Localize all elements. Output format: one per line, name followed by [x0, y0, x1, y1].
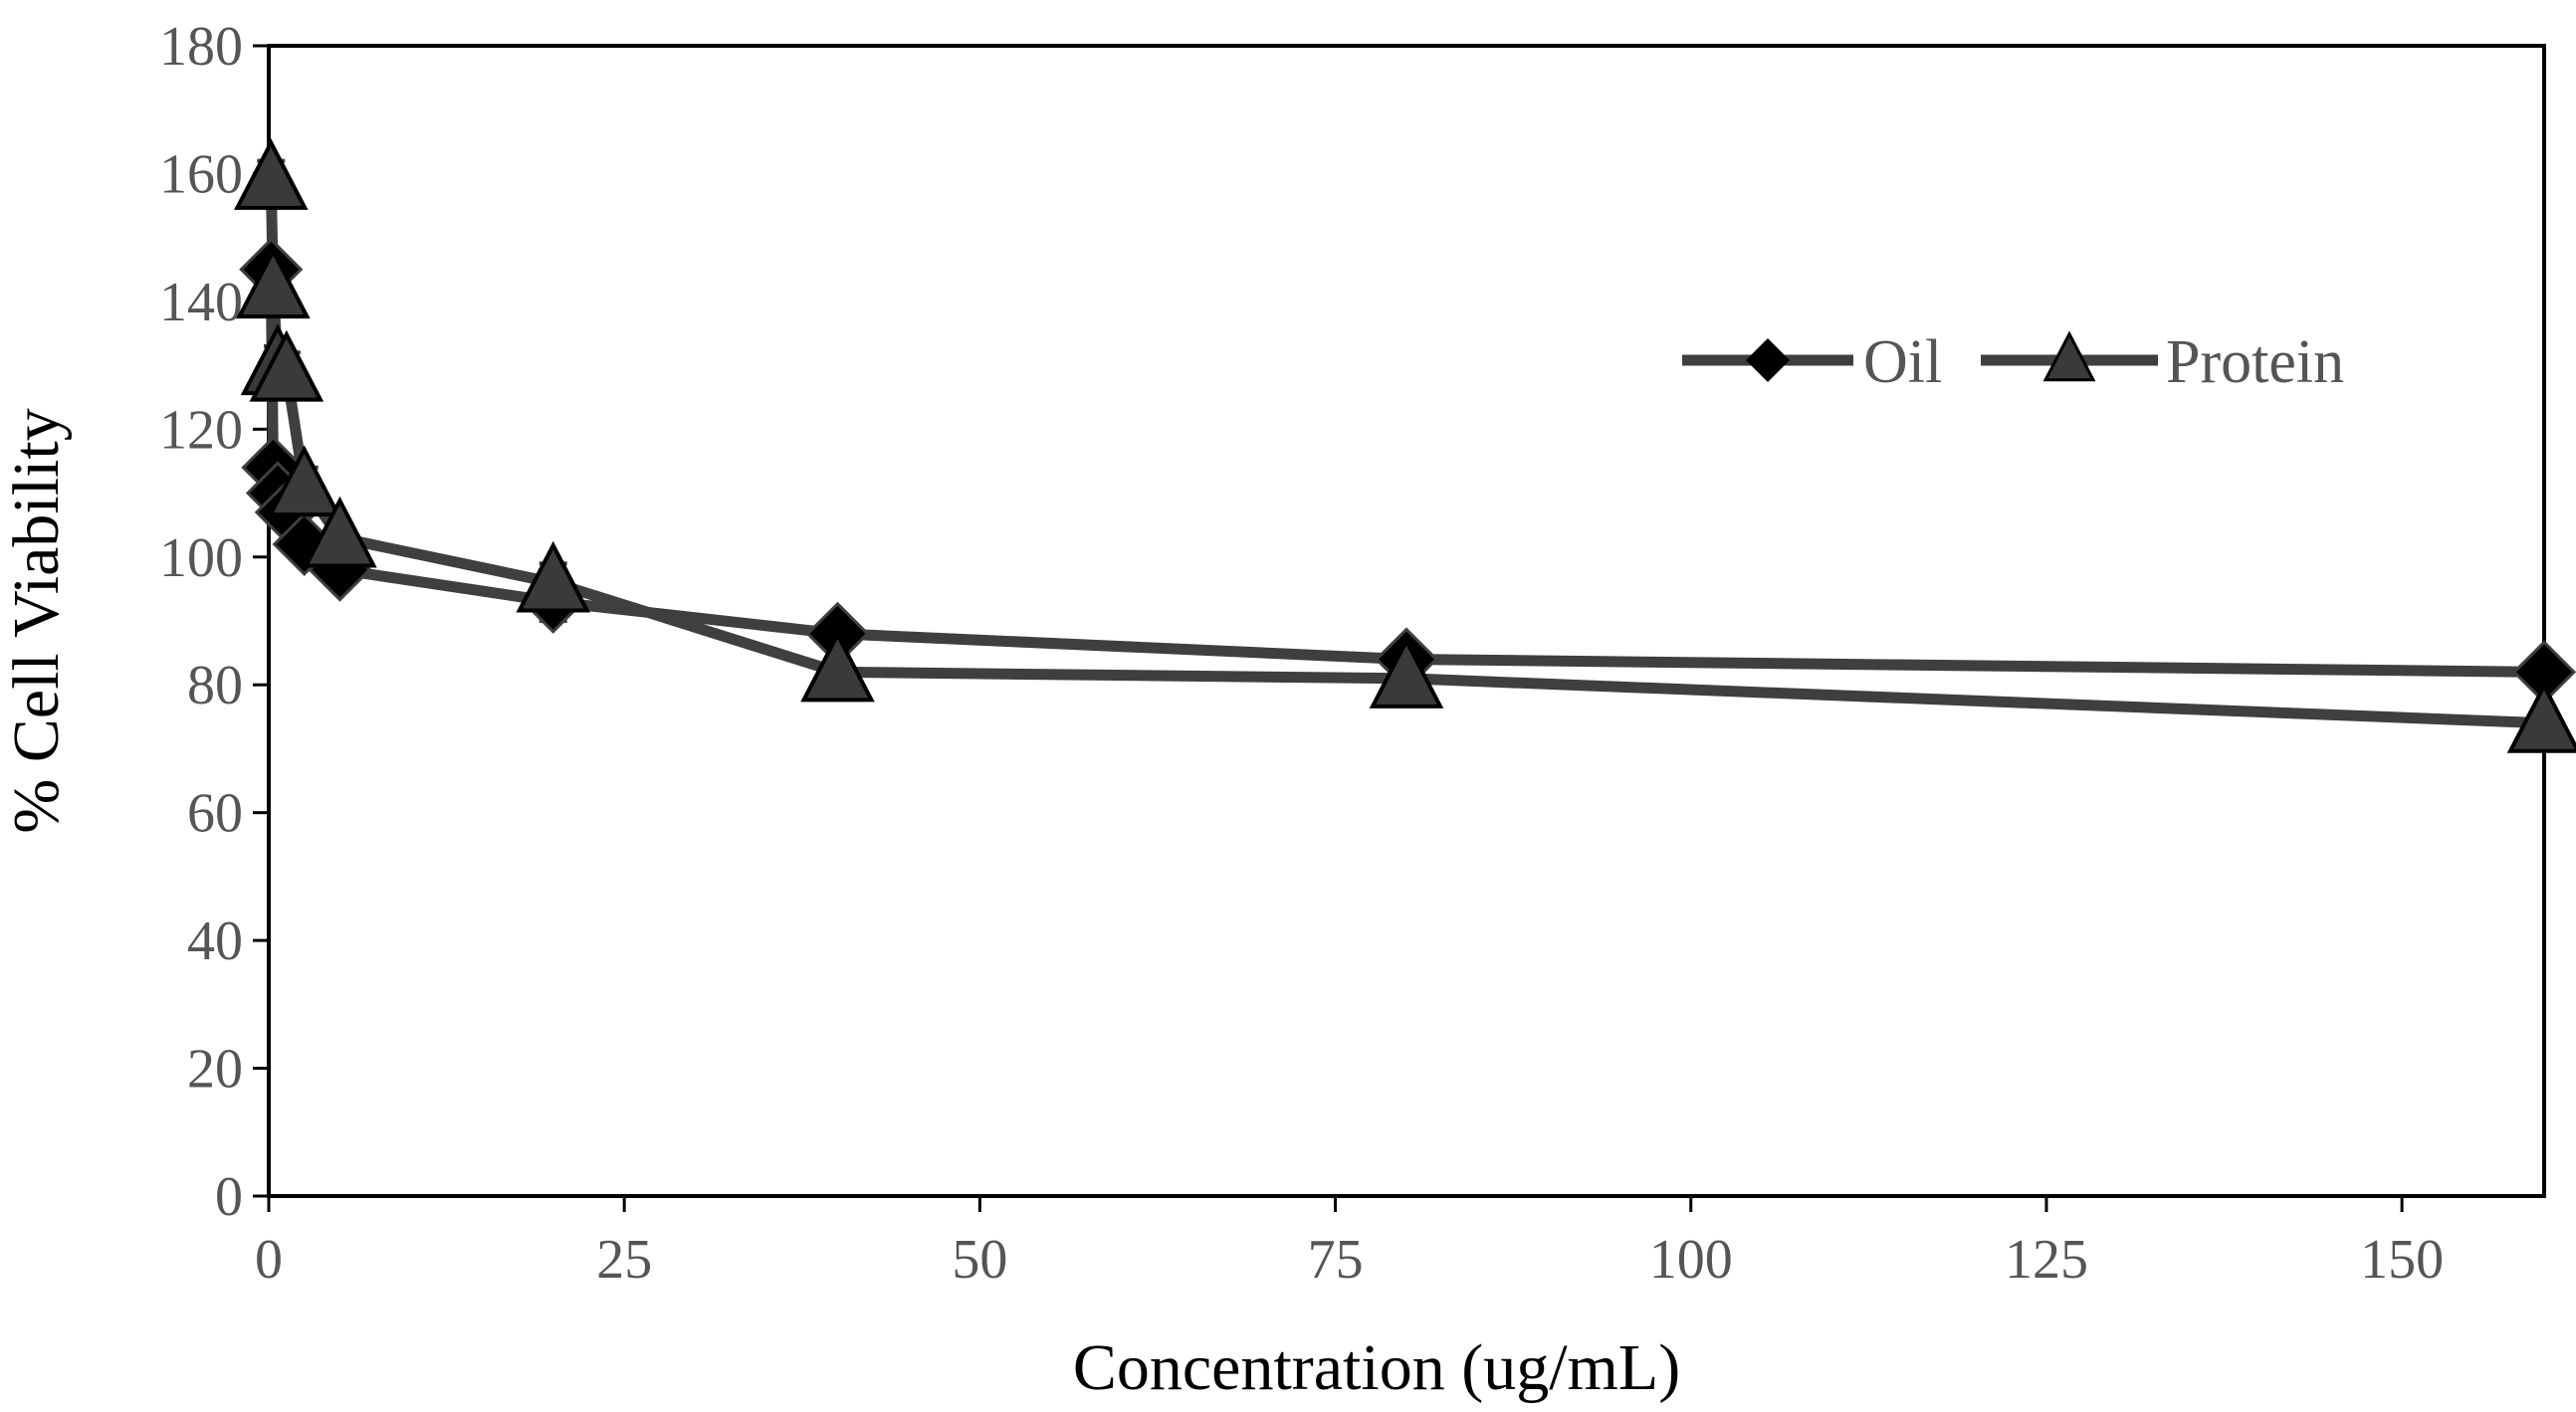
- plot-frame: [267, 44, 2546, 1198]
- data-markers: [233, 138, 2576, 753]
- protein-point: [233, 138, 309, 210]
- y-tick-label: 80: [187, 655, 243, 716]
- y-tick-label: 60: [187, 783, 243, 845]
- x-tick-label: 25: [596, 1229, 652, 1291]
- protein-point: [303, 496, 377, 568]
- x-tick-label: 0: [255, 1229, 283, 1291]
- legend: Oil Protein: [1682, 328, 2344, 396]
- x-tick-label: 75: [1308, 1229, 1364, 1291]
- y-tick-label: 140: [159, 272, 243, 333]
- protein-point: [236, 247, 311, 319]
- x-tick-label: 100: [1649, 1229, 1733, 1291]
- x-axis-title: Concentration (ug/mL): [1073, 1331, 1680, 1404]
- y-tick-label: 0: [215, 1166, 243, 1228]
- axes: 0 20 40 60 80 100 120 140 160 180 0 25 50 75 100 125 150: [159, 16, 2546, 1291]
- protein-point: [267, 445, 342, 517]
- protein-point: [516, 540, 591, 613]
- legend-oil-label: Oil: [1863, 328, 1942, 396]
- y-tick-label: 160: [159, 143, 243, 205]
- x-tick-label: 50: [952, 1229, 1007, 1291]
- protein-point: [1369, 637, 1444, 708]
- protein-point: [800, 630, 875, 703]
- x-tick-label: 125: [2005, 1229, 2088, 1291]
- y-tick-label: 40: [187, 910, 243, 972]
- y-tick-label: 180: [159, 16, 243, 78]
- protein-point: [249, 329, 324, 402]
- y-tick-label: 100: [159, 527, 243, 589]
- y-axis-title: % Cell Viability: [0, 408, 73, 833]
- legend-oil-marker-icon: [1746, 338, 1790, 382]
- y-tick-label: 20: [187, 1039, 243, 1101]
- protein-point: [2506, 682, 2576, 753]
- x-tick-label: 150: [2360, 1229, 2444, 1291]
- y-tick-label: 120: [159, 399, 243, 461]
- legend-protein-marker-icon: [2042, 330, 2096, 382]
- legend-protein-label: Protein: [2166, 328, 2344, 396]
